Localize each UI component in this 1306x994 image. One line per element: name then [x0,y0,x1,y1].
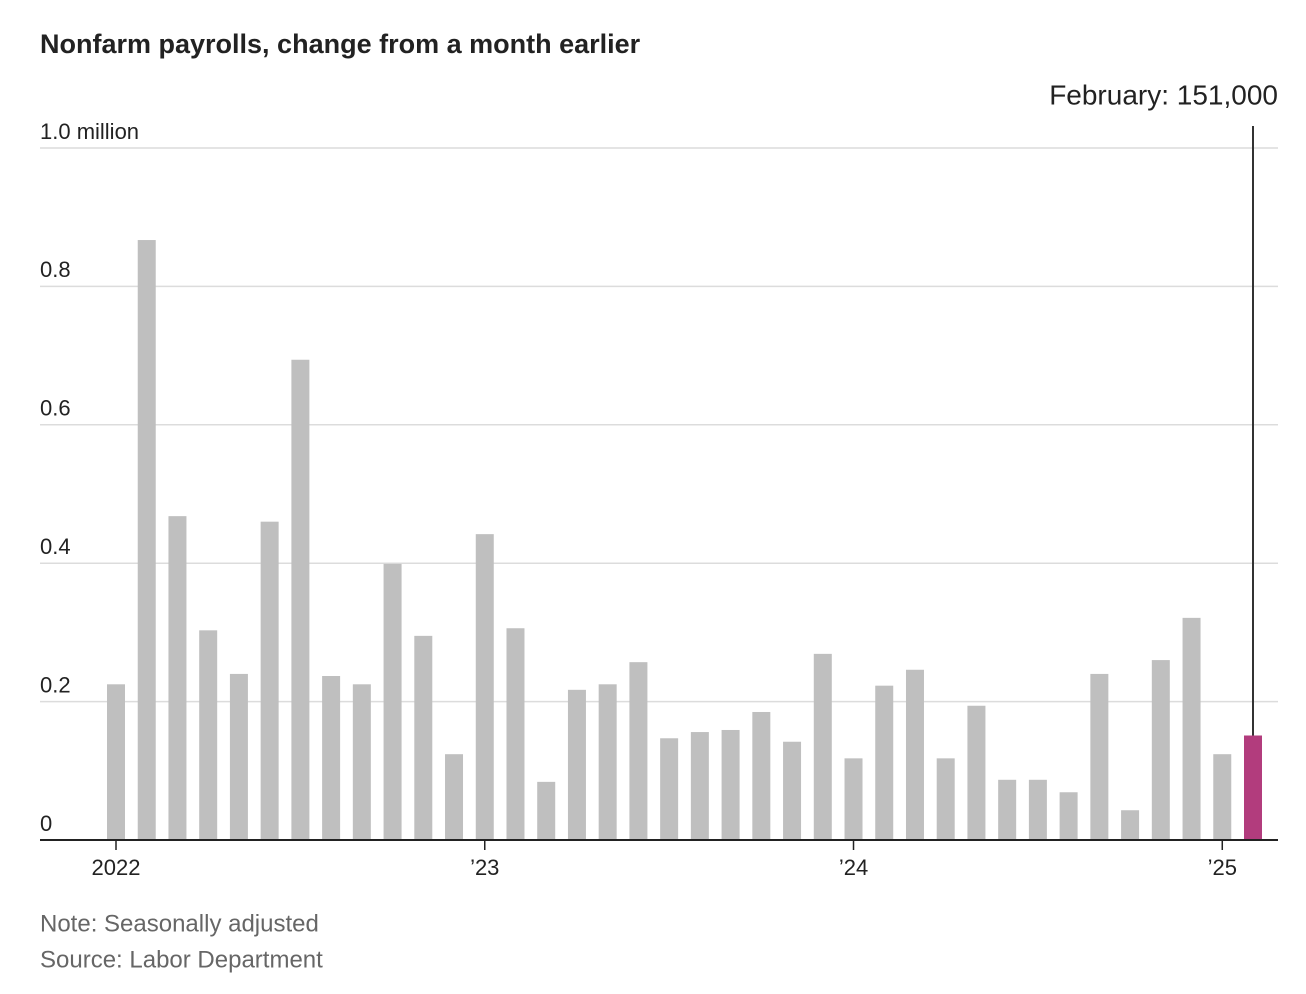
bar [629,662,648,840]
bar [445,754,464,840]
bar [905,669,924,840]
bar [107,684,125,840]
bar [352,684,371,840]
bar [1151,660,1170,840]
y-tick-label: 0.4 [40,534,71,559]
bar [537,781,556,840]
bar [752,711,771,840]
x-tick-label: ’23 [470,855,499,880]
bar [291,359,310,840]
bar [168,516,187,840]
bar [1182,617,1201,840]
bar [783,741,802,840]
bar [475,534,494,840]
bar [1028,779,1047,840]
x-tick-label: 2022 [92,855,141,880]
bar [813,653,832,840]
source: Source: Labor Department [40,946,323,973]
bar [260,521,279,840]
bar [1090,673,1109,840]
bar [567,689,586,840]
bar [967,705,986,840]
bar [844,758,863,840]
y-tick-label: 0.2 [40,672,71,697]
bar [414,635,433,840]
y-tick-label: 1.0 million [40,119,139,144]
y-tick-label: 0.6 [40,396,71,421]
note: Note: Seasonally adjusted [40,910,319,937]
bar [998,779,1017,840]
bar [660,738,679,840]
bar [137,240,156,840]
x-tick-label: ’25 [1208,855,1237,880]
bar [598,684,617,840]
bar [1121,810,1140,840]
bar [1213,754,1232,840]
annotation: February: 151,000 [1049,79,1278,110]
bar [229,673,248,840]
y-tick-label: 0 [40,811,52,836]
bar [936,758,955,840]
bar [690,732,709,840]
chart-title: Nonfarm payrolls, change from a month ea… [40,29,641,59]
bar [1244,735,1262,840]
bar [383,563,402,840]
bar [1059,792,1078,840]
y-tick-label: 0.8 [40,257,71,282]
bar [322,675,341,840]
bar [199,630,218,840]
bar [721,729,740,840]
bar [875,685,894,840]
bar [506,628,525,840]
x-tick-label: ’24 [839,855,868,880]
